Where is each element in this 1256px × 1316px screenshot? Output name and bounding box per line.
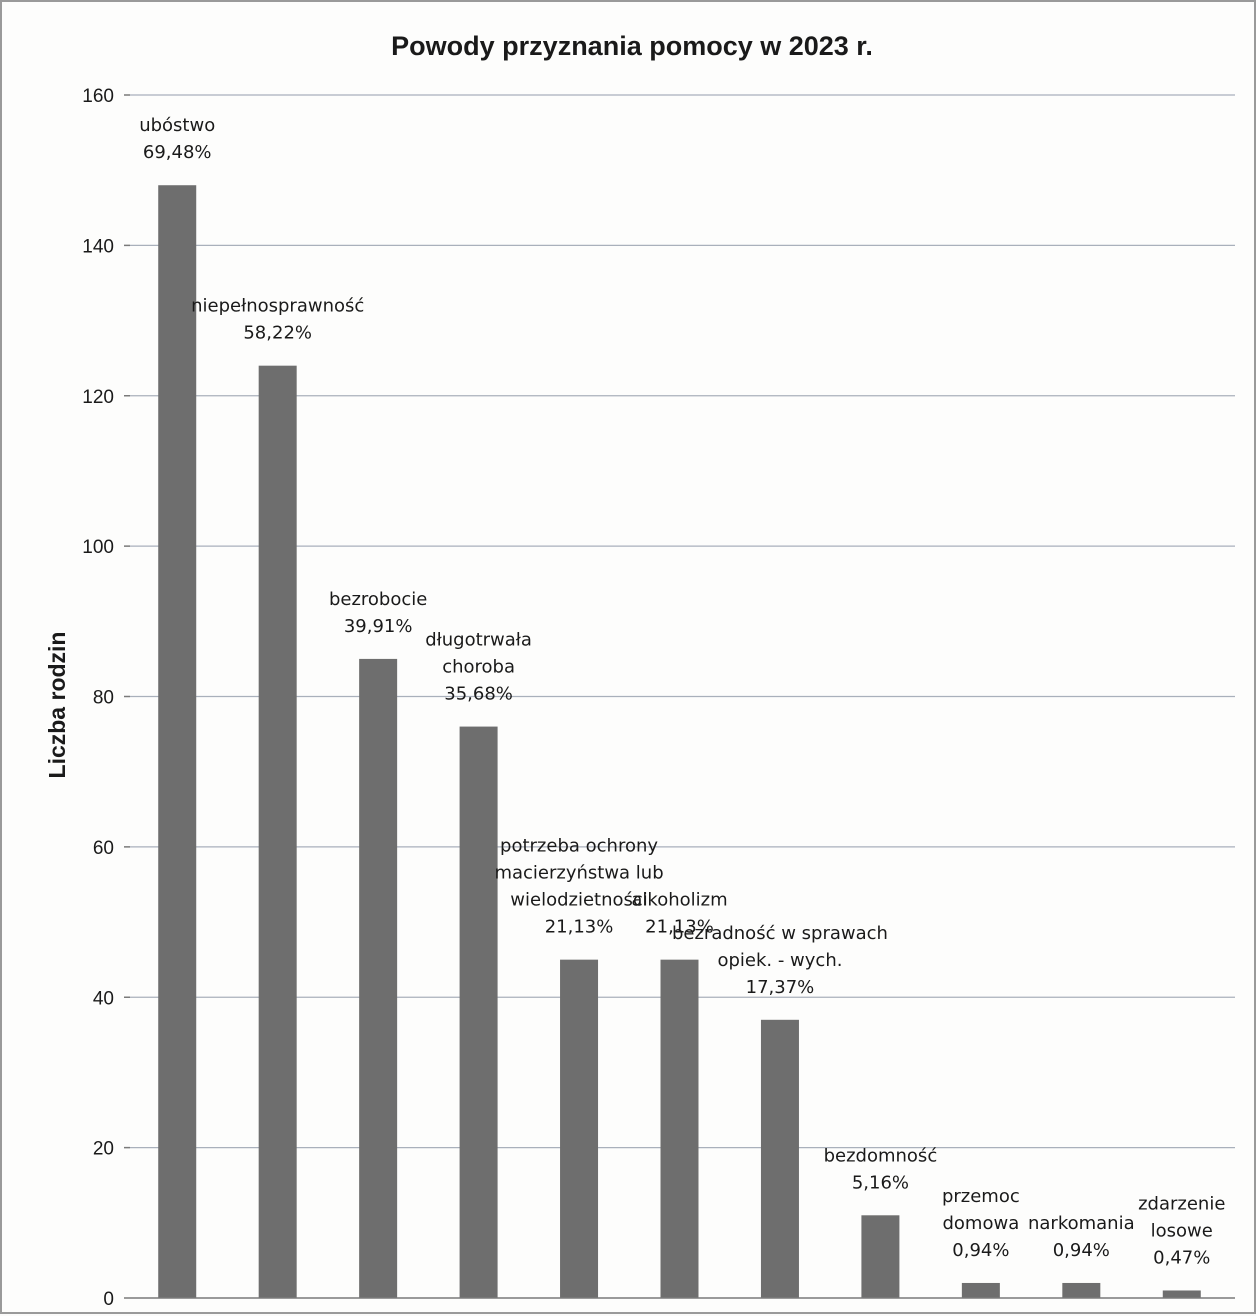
data-label: przemoc domowa 0,94% (942, 1186, 1020, 1261)
bar (158, 185, 197, 1299)
data-label-line: ubóstwo (139, 115, 215, 136)
y-tick-label: 80 (93, 688, 114, 709)
data-label: bezradność w sprawach opiek. - wych. 17,37… (672, 923, 888, 998)
bar (560, 959, 599, 1298)
bar (1062, 1282, 1101, 1298)
bar (258, 365, 297, 1298)
data-label-line: alkoholizm (631, 890, 727, 911)
data-label: potrzeba ochrony macierzyństwa lub wielodz… (494, 836, 663, 938)
y-tick-label: 0 (103, 1289, 114, 1310)
data-label-line: 21,13% (545, 917, 614, 938)
y-tick-labels: 0 20 40 60 80 100 120 140 160 (82, 86, 130, 1310)
bar (459, 726, 498, 1298)
data-label-line: 69,48% (143, 142, 212, 163)
data-label-line: opiek. - wych. (717, 950, 842, 971)
data-label-line: 39,91% (344, 616, 413, 637)
data-label-line: 58,22% (243, 323, 312, 344)
data-label: bezdomność 5,16% (824, 1145, 938, 1193)
data-label: zdarzenie losowe 0,47% (1138, 1193, 1225, 1268)
data-label-line: 0,94% (952, 1240, 1009, 1261)
data-label-line: bezradność w sprawach (672, 923, 888, 944)
bar (760, 1019, 799, 1298)
data-label-line: niepełnosprawność (191, 296, 364, 317)
data-label-line: macierzyństwa lub (494, 863, 663, 884)
bar (1162, 1290, 1201, 1298)
data-label: długotrwała choroba 35,68% (425, 630, 532, 705)
bar (961, 1282, 1000, 1298)
y-tick-label: 60 (93, 838, 114, 859)
data-label: narkomania 0,94% (1028, 1213, 1135, 1261)
y-tick-label: 20 (93, 1139, 114, 1160)
data-label: bezrobocie 39,91% (329, 589, 427, 637)
data-label: ubóstwo 69,48% (139, 115, 215, 163)
data-label-line: przemoc (942, 1186, 1020, 1207)
data-label-line: 21,13% (645, 917, 714, 938)
bar (660, 959, 699, 1298)
data-label-line: zdarzenie (1138, 1193, 1225, 1214)
data-label-line: bezdomność (824, 1145, 938, 1166)
data-label: niepełnosprawność 58,22% (191, 296, 364, 344)
y-tick-label: 120 (82, 387, 114, 408)
data-label-line: wielodzietności (510, 890, 648, 911)
data-label-line: 0,47% (1153, 1247, 1210, 1268)
data-labels: ubóstwo 69,48% niepełnosprawność 58,22% bezr… (139, 115, 1225, 1268)
data-label: alkoholizm 21,13% (631, 890, 727, 938)
bar (861, 1215, 900, 1298)
bars (158, 185, 1201, 1299)
data-label-line: 17,37% (746, 977, 815, 998)
data-label-line: długotrwała (425, 630, 532, 651)
data-label-line: 5,16% (852, 1172, 909, 1193)
y-tick-label: 100 (82, 537, 114, 558)
bar (359, 658, 398, 1298)
chart-title: Powody przyznania pomocy w 2023 r. (391, 31, 873, 61)
y-tick-label: 140 (82, 236, 114, 257)
data-label-line: narkomania (1028, 1213, 1135, 1234)
data-label-line: domowa (942, 1213, 1019, 1234)
y-tick-label: 160 (82, 86, 114, 107)
data-label-line: losowe (1151, 1220, 1213, 1241)
data-label-line: bezrobocie (329, 589, 427, 610)
y-tick-label: 40 (93, 988, 114, 1009)
data-label-line: potrzeba ochrony (500, 836, 658, 857)
data-label-line: 0,94% (1053, 1240, 1110, 1261)
data-label-line: choroba (442, 657, 515, 678)
gridlines (130, 94, 1235, 1149)
y-axis-label: Liczba rodzin (44, 632, 70, 779)
data-label-line: 35,68% (444, 684, 513, 705)
